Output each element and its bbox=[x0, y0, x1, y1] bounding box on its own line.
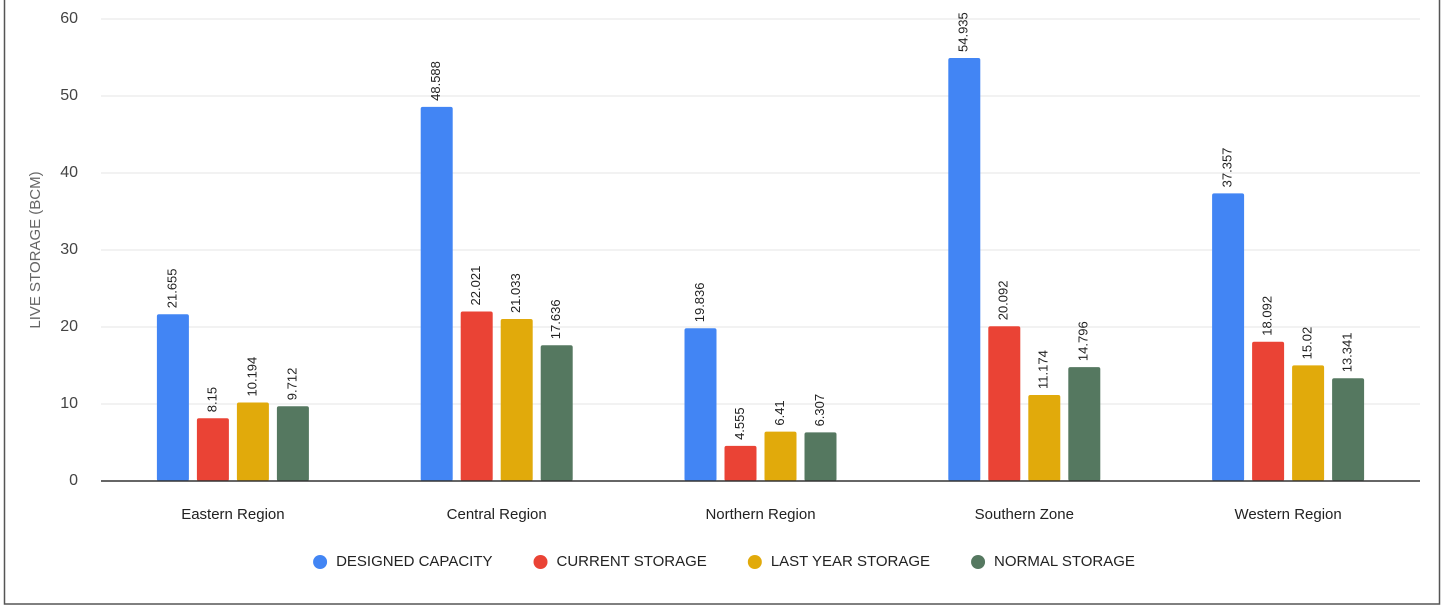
bar bbox=[420, 106, 453, 481]
legend-label: LAST YEAR STORAGE bbox=[771, 553, 930, 570]
y-tick-label: 30 bbox=[60, 241, 78, 258]
value-label: 15.02 bbox=[1300, 327, 1315, 360]
value-label: 37.357 bbox=[1220, 148, 1235, 188]
y-tick-label: 40 bbox=[60, 164, 78, 181]
bar bbox=[1252, 341, 1285, 481]
value-label: 8.15 bbox=[204, 387, 219, 412]
legend-marker bbox=[971, 555, 986, 569]
bar bbox=[724, 445, 757, 481]
value-label: 13.341 bbox=[1340, 333, 1355, 373]
value-label: 11.174 bbox=[1036, 350, 1051, 389]
x-tick-label: Western Region bbox=[1234, 506, 1341, 523]
y-axis-label: LIVE STORAGE (BCM) bbox=[27, 171, 44, 328]
value-label: 48.588 bbox=[428, 61, 443, 101]
value-label: 21.655 bbox=[164, 268, 179, 308]
legend-marker bbox=[533, 555, 548, 569]
legend-label: CURRENT STORAGE bbox=[557, 553, 707, 570]
legend-label: DESIGNED CAPACITY bbox=[336, 553, 492, 570]
value-label: 6.41 bbox=[772, 400, 787, 425]
value-label: 19.836 bbox=[692, 282, 707, 322]
x-tick-label: Central Region bbox=[447, 506, 547, 523]
y-tick-label: 60 bbox=[60, 10, 78, 27]
bar bbox=[1028, 394, 1061, 481]
bar bbox=[500, 319, 533, 481]
x-tick-label: Northern Region bbox=[705, 506, 815, 523]
bar bbox=[276, 406, 309, 481]
legend-marker bbox=[313, 555, 328, 569]
y-tick-label: 10 bbox=[60, 395, 78, 412]
value-label: 6.307 bbox=[812, 394, 827, 427]
bar bbox=[540, 345, 573, 481]
bar bbox=[804, 432, 837, 481]
y-tick-label: 50 bbox=[60, 87, 78, 104]
y-tick-label: 20 bbox=[60, 318, 78, 335]
bar bbox=[196, 418, 229, 481]
value-label: 17.636 bbox=[548, 299, 563, 339]
bar bbox=[948, 58, 981, 482]
value-label: 18.092 bbox=[1260, 296, 1275, 336]
bar bbox=[684, 328, 717, 481]
x-tick-label: Southern Zone bbox=[975, 506, 1074, 523]
bar bbox=[1332, 378, 1365, 481]
legend-marker bbox=[747, 555, 762, 569]
bar bbox=[236, 402, 269, 481]
value-label: 54.935 bbox=[956, 12, 971, 52]
value-label: 9.712 bbox=[284, 368, 299, 401]
value-label: 4.555 bbox=[732, 407, 747, 440]
bar bbox=[1068, 367, 1101, 481]
bar bbox=[764, 431, 797, 481]
bar bbox=[460, 311, 493, 481]
bar bbox=[1212, 193, 1245, 481]
y-tick-label: 0 bbox=[69, 472, 78, 489]
value-label: 14.796 bbox=[1076, 321, 1091, 361]
bar bbox=[156, 314, 189, 481]
frame bbox=[3, 0, 1441, 605]
value-label: 20.092 bbox=[996, 281, 1011, 321]
bar bbox=[988, 326, 1021, 481]
value-label: 22.021 bbox=[468, 266, 483, 306]
legend-label: NORMAL STORAGE bbox=[994, 553, 1135, 570]
bar bbox=[1292, 365, 1325, 481]
x-tick-label: Eastern Region bbox=[181, 506, 284, 523]
value-label: 21.033 bbox=[508, 273, 523, 313]
value-label: 10.194 bbox=[244, 357, 259, 397]
